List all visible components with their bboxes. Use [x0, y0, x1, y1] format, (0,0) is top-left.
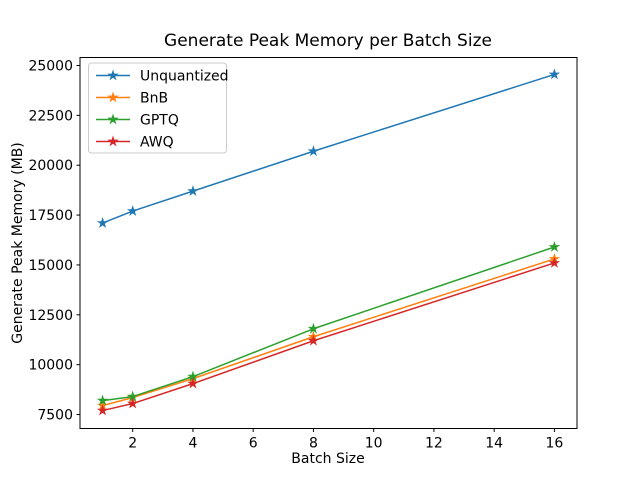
data-point-marker — [307, 145, 320, 157]
data-point-marker — [187, 185, 199, 196]
data-point-marker — [96, 404, 109, 416]
data-point-marker — [127, 205, 139, 216]
y-axis-label: Generate Peak Memory (MB) — [10, 142, 26, 344]
legend-marker — [107, 113, 119, 125]
legend-item-bnb: BnB — [96, 91, 168, 107]
y-tick-label: 22500 — [28, 108, 73, 124]
x-tick-label: 2 — [128, 436, 137, 452]
legend-marker — [107, 91, 119, 103]
y-axis: 7500 10000 12500 15000 17500 20000 22500 25000 — [28, 58, 80, 424]
x-tick-label: 8 — [309, 436, 318, 452]
data-point-marker — [548, 256, 561, 268]
series-line — [102, 246, 555, 402]
data-point-marker — [307, 334, 320, 346]
series-gptq — [96, 240, 561, 406]
series-unquantized — [96, 68, 561, 228]
data-point-marker — [187, 377, 199, 389]
legend-label: Unquantized — [140, 69, 229, 85]
series-line — [102, 262, 555, 412]
series-bnb — [96, 252, 561, 411]
data-point-marker — [187, 370, 199, 382]
y-tick-label: 15000 — [28, 258, 73, 274]
x-tick-label: 12 — [425, 436, 443, 452]
x-tick-label: 6 — [249, 436, 258, 452]
data-point-marker — [548, 240, 561, 252]
legend-marker — [107, 135, 119, 147]
chart-title: Generate Peak Memory per Batch Size — [164, 31, 492, 51]
series-awq — [96, 256, 561, 416]
x-axis-label: Batch Size — [291, 451, 364, 467]
legend-item-gptq: GPTQ — [96, 113, 179, 129]
data-point-marker — [96, 394, 109, 406]
x-tick-label: 16 — [545, 436, 563, 452]
data-point-marker — [307, 322, 320, 334]
y-tick-label: 17500 — [28, 208, 73, 224]
legend: Unquantized BnB GPTQ AWQ — [88, 62, 229, 154]
legend-box — [88, 62, 227, 154]
data-point-marker — [548, 68, 561, 80]
y-tick-label: 7500 — [37, 408, 73, 424]
data-point-marker — [127, 390, 139, 402]
x-axis: 2 4 6 8 10 12 14 16 — [128, 428, 563, 452]
x-tick-label: 14 — [485, 436, 503, 452]
plot-border — [79, 57, 578, 429]
legend-item-awq: AWQ — [96, 135, 174, 151]
legend-marker — [107, 69, 119, 81]
legend-item-unquantized: Unquantized — [96, 69, 229, 85]
x-tick-label: 10 — [365, 436, 383, 452]
y-tick-label: 10000 — [28, 358, 73, 374]
y-tick-label: 12500 — [28, 308, 73, 324]
x-tick-label: 4 — [188, 436, 197, 452]
y-tick-label: 25000 — [28, 58, 73, 74]
legend-label: AWQ — [140, 135, 174, 151]
data-point-marker — [96, 217, 109, 228]
legend-label: GPTQ — [140, 113, 179, 129]
chart-layers: 2 4 6 8 10 12 14 16 7500 10000 12500 15000 17500 2000… — [28, 57, 578, 452]
legend-label: BnB — [140, 91, 168, 107]
data-point-marker — [127, 397, 139, 409]
y-tick-label: 20000 — [28, 158, 73, 174]
